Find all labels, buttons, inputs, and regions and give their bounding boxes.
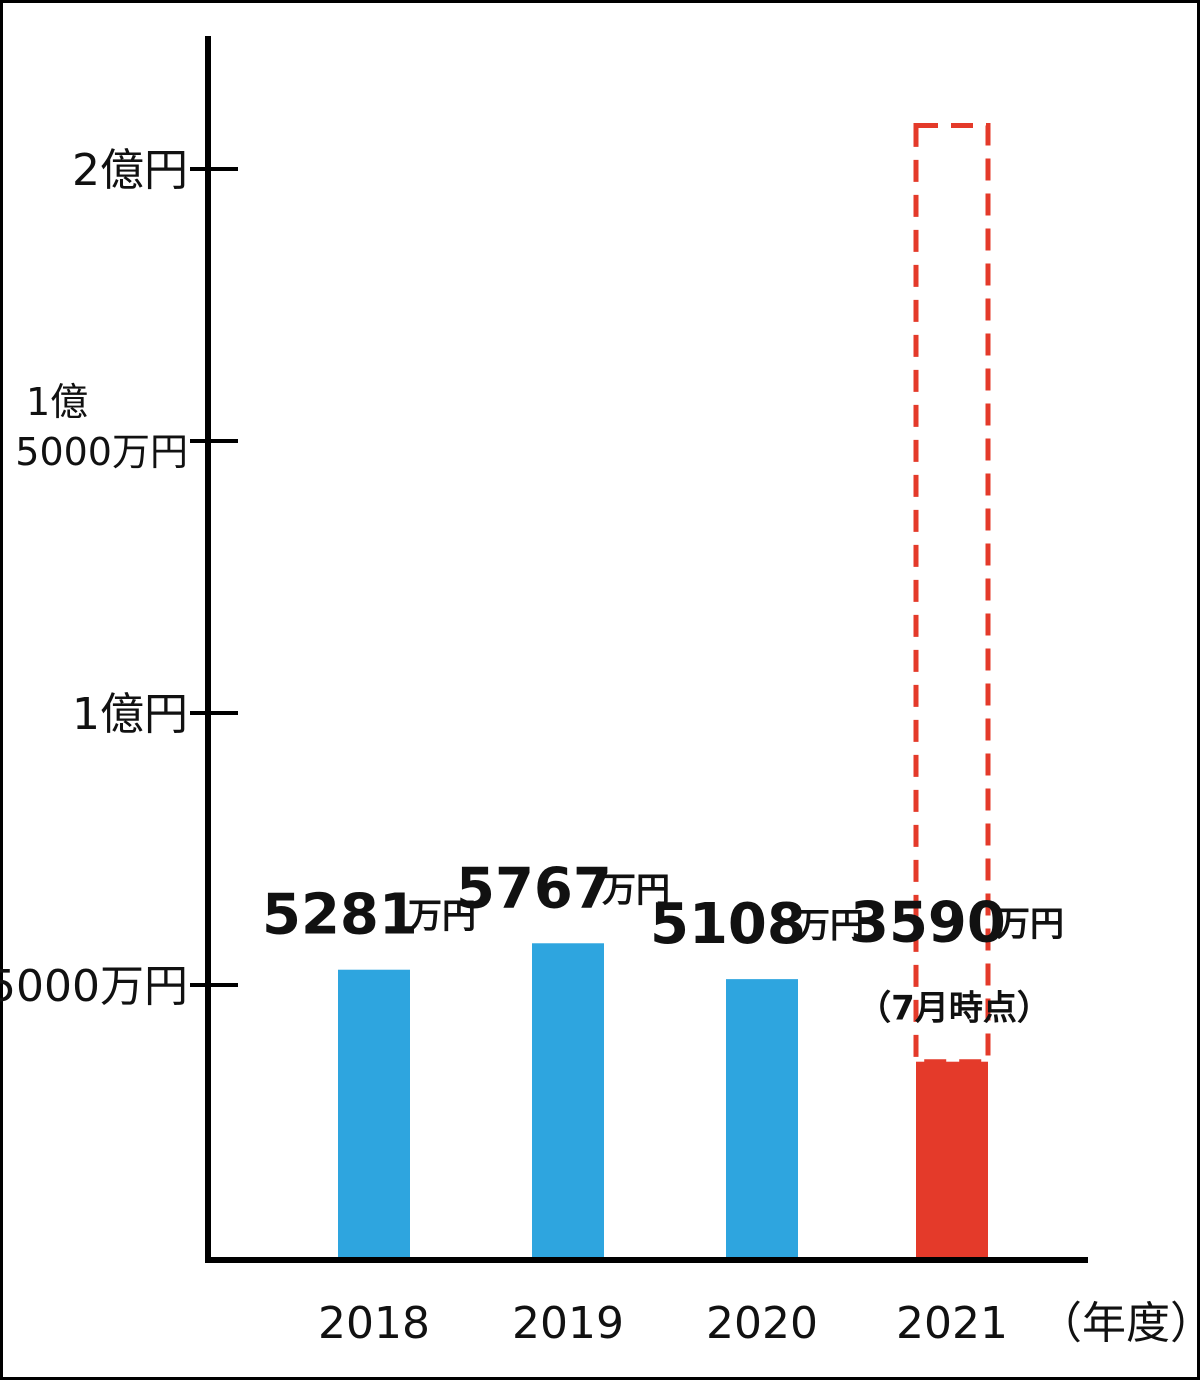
bar-2021	[916, 1061, 988, 1257]
bar-2020	[726, 979, 798, 1257]
y-tick-label-1: 1億円	[72, 689, 188, 740]
y-tick-label-2-line1: 1億	[26, 380, 88, 424]
projection-outline-layer	[913, 122, 991, 1065]
x-tick-label-2020: 2020	[706, 1298, 818, 1349]
projection-outline	[913, 122, 991, 1065]
y-tick-label-0: 5000万円	[0, 961, 188, 1012]
value-unit-2020: 万円	[796, 906, 864, 946]
x-tick-labels: 2018 2019 2020 2021	[318, 1298, 1008, 1349]
value-label-2019: 5767	[456, 856, 612, 921]
x-tick-label-2019: 2019	[512, 1298, 624, 1349]
value-label-2018: 5281	[262, 883, 418, 948]
bar-2019	[532, 943, 604, 1257]
x-unit-label: （年度）	[1038, 1298, 1200, 1349]
x-tick-label-2021: 2021	[896, 1298, 1008, 1349]
bar-2018	[338, 969, 410, 1257]
x-tick-label-2018: 2018	[318, 1298, 430, 1349]
annotation-2021: （7月時点）	[857, 989, 1051, 1029]
value-unit-2019: 万円	[602, 870, 670, 910]
y-tick-label-2-line2: 5000万円	[15, 430, 188, 474]
y-tick-label-3: 2億円	[72, 145, 188, 196]
bars	[338, 943, 988, 1257]
value-unit-2021: 万円	[996, 905, 1064, 945]
value-unit-2018: 万円	[408, 897, 476, 937]
value-label-2020: 5108	[650, 892, 806, 957]
value-label-2021: 3590	[850, 891, 1006, 956]
y-ticks: 5000万円 1億円 1億 5000万円 2億円	[0, 145, 238, 1012]
